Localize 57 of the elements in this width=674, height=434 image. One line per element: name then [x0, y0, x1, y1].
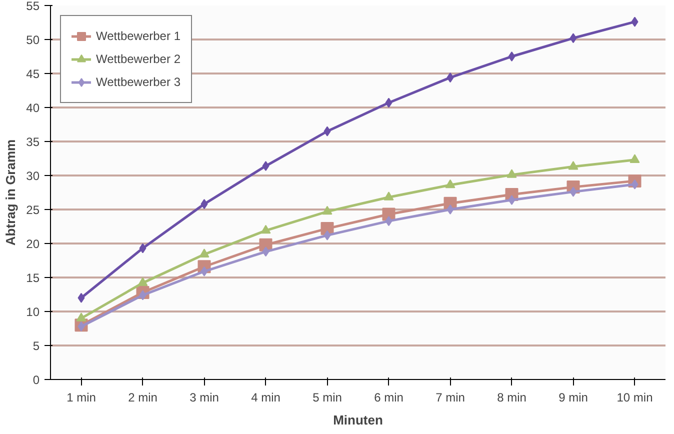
y-tick-label: 25 — [26, 203, 40, 217]
point — [508, 194, 516, 205]
point — [78, 321, 85, 332]
point — [322, 206, 332, 215]
point — [506, 169, 517, 178]
legend-label: Wettbewerber 3 — [96, 75, 180, 89]
legend-label: Wettbewerber 1 — [96, 29, 180, 43]
point — [199, 248, 210, 258]
point — [508, 52, 516, 62]
point — [446, 72, 454, 83]
point — [631, 179, 638, 190]
y-tick-label: 55 — [26, 0, 40, 13]
point — [445, 179, 456, 188]
point — [385, 216, 392, 226]
point — [200, 266, 208, 276]
point — [384, 192, 394, 200]
y-tick-label: 50 — [26, 33, 40, 47]
x-tick-label: 10 min — [616, 390, 653, 404]
y-tick-label: 35 — [26, 135, 40, 149]
legend-label: Wettbewerber 2 — [96, 52, 180, 66]
point — [324, 230, 331, 240]
x-tick-label: 3 min — [190, 390, 219, 404]
x-tick-label: 5 min — [312, 390, 342, 404]
x-tick-label: 6 min — [374, 390, 404, 404]
point — [262, 246, 270, 257]
x-tick-label: 9 min — [558, 390, 588, 404]
y-tick-label: 10 — [26, 305, 40, 319]
point — [78, 292, 85, 303]
x-axis-title: Minuten — [333, 412, 383, 428]
point — [200, 199, 208, 210]
x-tick-label: 2 min — [128, 390, 158, 404]
point — [446, 204, 454, 214]
point — [260, 224, 271, 234]
x-tick-label: 8 min — [497, 390, 526, 404]
point — [570, 33, 577, 44]
y-tick-label: 15 — [26, 271, 40, 285]
point — [324, 126, 331, 136]
point — [568, 160, 578, 170]
point — [139, 243, 146, 254]
y-tick-label: 20 — [26, 237, 40, 251]
point — [385, 98, 392, 108]
y-axis-title: Abtrag in Gramm — [3, 139, 18, 246]
point — [76, 312, 86, 322]
x-tick-label: 4 min — [251, 390, 280, 404]
y-tick-label: 30 — [26, 169, 40, 183]
point — [138, 277, 148, 286]
y-tick-label: 5 — [32, 339, 40, 353]
point — [630, 154, 640, 163]
y-tick-label: 45 — [26, 67, 40, 81]
x-tick-label: 7 min — [436, 390, 465, 404]
y-tick-label: 0 — [32, 373, 40, 387]
point — [139, 290, 146, 300]
point — [570, 186, 577, 197]
y-tick-label: 40 — [26, 101, 40, 115]
x-tick-label: 1 min — [66, 390, 96, 404]
point — [631, 16, 638, 27]
point — [262, 160, 270, 171]
